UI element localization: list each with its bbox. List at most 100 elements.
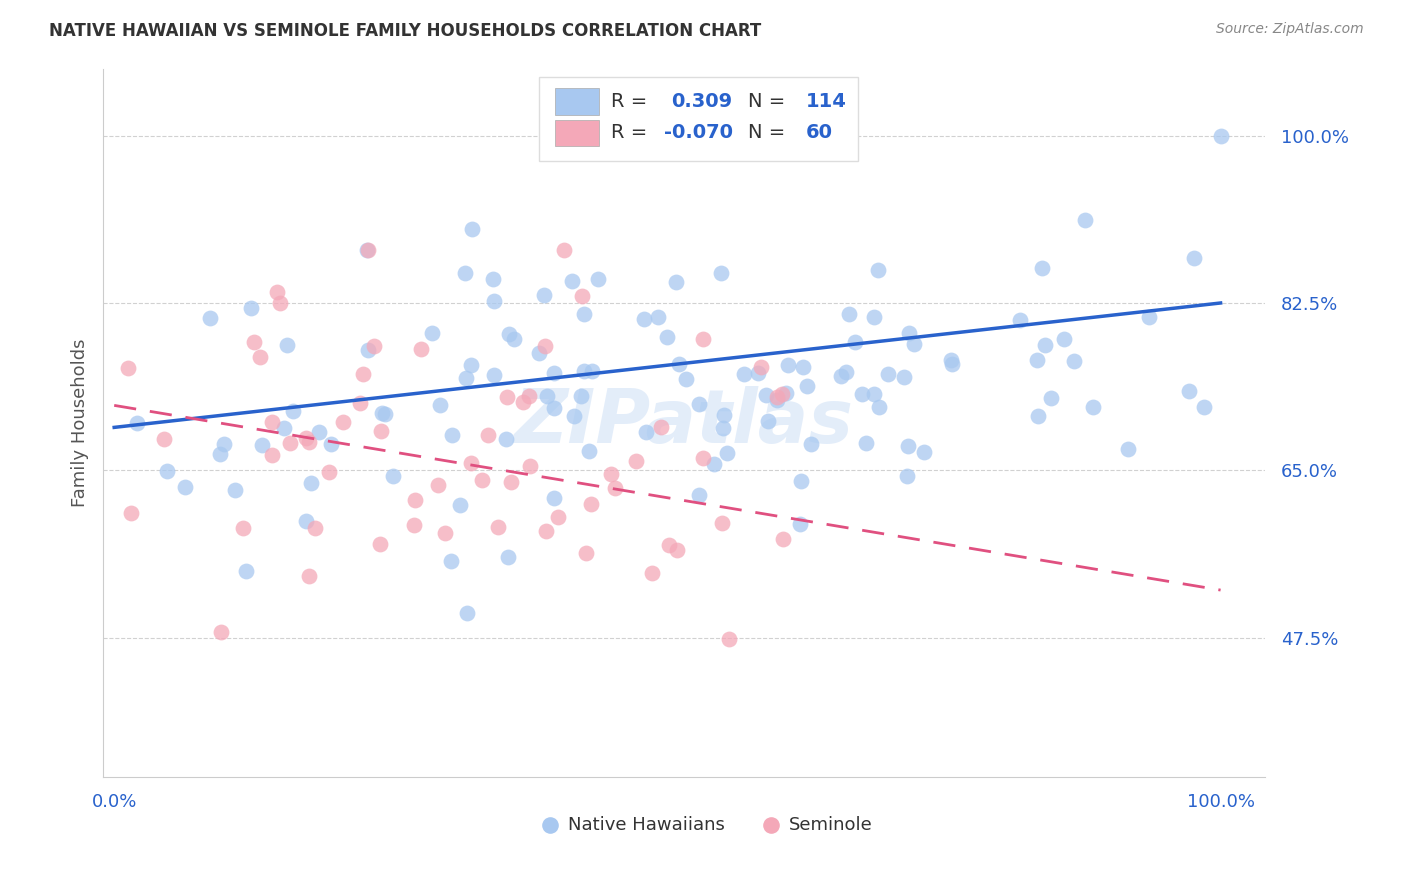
Point: [835, 365, 858, 379]
Point: [733, 368, 755, 382]
Point: [249, 350, 271, 364]
Point: [655, 330, 678, 344]
Point: [716, 446, 738, 460]
Point: [304, 521, 326, 535]
Point: [772, 532, 794, 546]
Text: 114: 114: [806, 92, 846, 111]
Point: [675, 372, 697, 386]
Point: [543, 366, 565, 380]
Point: [426, 478, 449, 492]
Text: Seminole: Seminole: [789, 816, 872, 834]
Point: [471, 473, 494, 487]
Point: [440, 427, 463, 442]
Point: [586, 272, 609, 286]
Point: [357, 244, 380, 258]
Point: [477, 427, 499, 442]
Point: [299, 475, 322, 490]
Point: [1035, 338, 1057, 352]
Point: [533, 288, 555, 302]
Point: [495, 390, 517, 404]
Point: [650, 420, 672, 434]
Point: [893, 369, 915, 384]
Point: [605, 481, 627, 495]
Point: [276, 338, 298, 352]
Point: [866, 263, 889, 277]
Point: [703, 457, 725, 471]
Point: [356, 244, 378, 258]
Point: [498, 327, 520, 342]
Point: [486, 520, 509, 534]
Point: [572, 307, 595, 321]
Point: [212, 437, 235, 451]
Point: [1194, 400, 1216, 414]
Point: [668, 357, 690, 371]
Point: [499, 475, 522, 490]
Point: [298, 569, 321, 583]
Point: [209, 625, 232, 640]
Point: [420, 326, 443, 340]
Point: [844, 334, 866, 349]
Point: [641, 566, 664, 580]
Point: [460, 358, 482, 372]
Point: [224, 483, 246, 497]
Point: [318, 465, 340, 479]
Text: ZIPatlas: ZIPatlas: [515, 386, 853, 459]
Point: [496, 550, 519, 565]
Point: [352, 367, 374, 381]
Point: [713, 409, 735, 423]
Point: [281, 403, 304, 417]
Point: [800, 436, 823, 450]
Point: [127, 416, 149, 430]
Point: [578, 444, 600, 458]
Point: [636, 425, 658, 439]
Point: [434, 526, 457, 541]
Point: [658, 538, 681, 552]
Point: [235, 564, 257, 578]
Point: [1083, 400, 1105, 414]
Point: [1177, 384, 1199, 399]
Point: [688, 488, 710, 502]
Point: [240, 301, 263, 316]
Point: [512, 394, 534, 409]
Point: [1031, 260, 1053, 275]
Point: [688, 397, 710, 411]
Point: [770, 387, 793, 401]
Point: [1182, 252, 1205, 266]
Point: [482, 294, 505, 309]
Point: [404, 492, 426, 507]
Point: [718, 632, 741, 646]
Point: [766, 391, 789, 405]
Point: [789, 516, 811, 531]
Point: [273, 421, 295, 435]
Point: [117, 361, 139, 376]
Point: [569, 389, 592, 403]
Point: [536, 389, 558, 403]
Point: [1053, 332, 1076, 346]
Point: [711, 516, 734, 530]
Point: [495, 432, 517, 446]
Point: [370, 424, 392, 438]
Text: 60: 60: [806, 123, 832, 143]
Point: [796, 378, 818, 392]
Point: [242, 334, 264, 349]
Point: [295, 431, 318, 445]
Point: [429, 398, 451, 412]
Point: [912, 444, 935, 458]
Point: [449, 498, 471, 512]
Text: 0.309: 0.309: [671, 92, 733, 111]
Point: [877, 367, 900, 381]
Point: [262, 415, 284, 429]
Point: [454, 371, 477, 385]
Point: [756, 414, 779, 428]
Text: R =: R =: [610, 123, 654, 143]
Text: R =: R =: [610, 92, 654, 111]
Point: [1073, 212, 1095, 227]
Point: [482, 272, 505, 286]
Point: [711, 421, 734, 435]
Y-axis label: Family Households: Family Households: [72, 338, 89, 507]
Point: [561, 274, 583, 288]
Point: [295, 514, 318, 528]
Point: [692, 450, 714, 465]
Point: [404, 518, 426, 533]
Point: [363, 339, 385, 353]
